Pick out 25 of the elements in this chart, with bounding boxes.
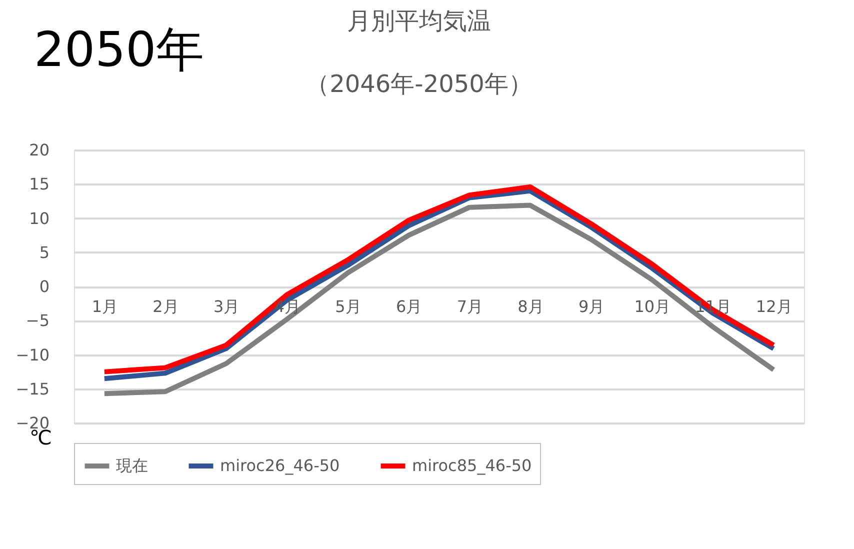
legend-label: 現在 [116, 456, 148, 475]
x-tick-label: 6月 [396, 297, 422, 316]
x-tick-label: 10月 [634, 297, 671, 316]
x-tick-label: 8月 [518, 297, 544, 316]
x-tick-label: 5月 [335, 297, 362, 316]
y-tick-label: 5 [39, 242, 50, 262]
y-tick-label: −5 [26, 311, 50, 330]
y-tick-label: 15 [29, 174, 50, 194]
y-tick-label: 20 [29, 140, 50, 160]
x-tick-label: 12月 [756, 297, 792, 316]
x-tick-label: 7月 [456, 297, 484, 316]
x-tick-label: 9月 [578, 297, 605, 316]
y-tick-label: −15 [16, 379, 50, 398]
legend-label: miroc85_46-50 [412, 456, 532, 475]
x-tick-label: 3月 [213, 297, 240, 316]
x-tick-label: 1月 [92, 297, 118, 316]
text: 2050年 [34, 22, 204, 78]
y-tick-label: −10 [16, 345, 50, 364]
text: （2046年-2050年） [306, 70, 532, 98]
legend-label: miroc26_46-50 [220, 456, 340, 475]
text: 月別平均気温 [347, 7, 491, 35]
y-tick-label: 10 [29, 208, 50, 228]
x-tick-label: 2月 [152, 297, 179, 316]
y-tick-label: 0 [39, 277, 50, 296]
x-tick-label: 11月 [695, 297, 732, 316]
